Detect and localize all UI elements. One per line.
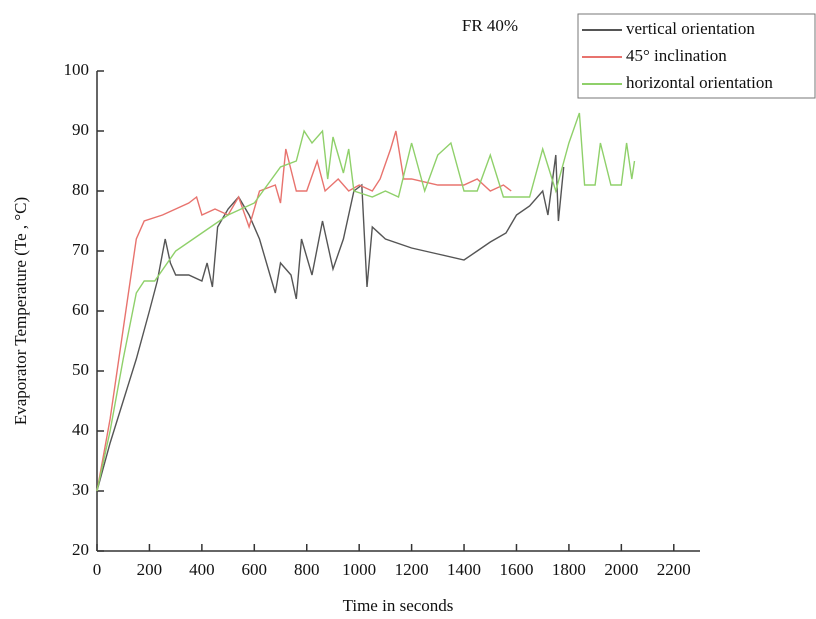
chart-title: FR 40% (462, 16, 518, 35)
y-tick-label: 50 (72, 360, 89, 379)
x-tick-label: 800 (294, 560, 320, 579)
y-axis-label: Evaporator Temperature (Te , °C) (11, 197, 30, 425)
y-tick-label: 30 (72, 480, 89, 499)
y-tick-label: 80 (72, 180, 89, 199)
x-tick-label: 400 (189, 560, 215, 579)
y-tick-label: 40 (72, 420, 89, 439)
x-tick-label: 1000 (342, 560, 376, 579)
series-line (96, 112, 636, 492)
legend-label: 45° inclination (626, 46, 727, 65)
x-tick-label: 1400 (447, 560, 481, 579)
x-tick-label: 2000 (604, 560, 638, 579)
legend-label: horizontal orientation (626, 73, 773, 92)
x-axis-label: Time in seconds (343, 596, 454, 615)
x-tick-label: 600 (242, 560, 268, 579)
x-tick-label: 1800 (552, 560, 586, 579)
y-tick-label: 70 (72, 240, 89, 259)
y-tick-label: 60 (72, 300, 89, 319)
x-tick-label: 2200 (657, 560, 691, 579)
legend-label: vertical orientation (626, 19, 755, 38)
y-tick-label: 100 (64, 60, 90, 79)
x-tick-label: 0 (93, 560, 102, 579)
series-line (96, 154, 565, 492)
x-tick-label: 1200 (395, 560, 429, 579)
x-tick-label: 1600 (499, 560, 533, 579)
y-tick-label: 90 (72, 120, 89, 139)
series-line (96, 130, 512, 492)
x-tick-label: 200 (137, 560, 163, 579)
y-tick-label: 20 (72, 540, 89, 559)
